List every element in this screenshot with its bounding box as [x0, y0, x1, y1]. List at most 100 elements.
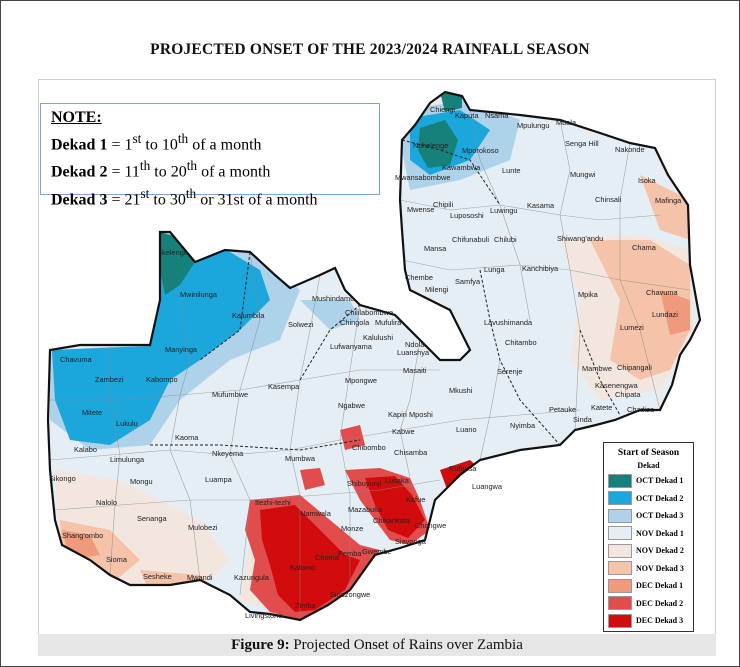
legend-swatch: [608, 473, 632, 488]
note-line-mid-sup: th: [185, 185, 197, 201]
note-line-mid: to 20: [150, 163, 187, 181]
place-label: Chikankata: [373, 516, 411, 525]
place-label: Shibuyunji: [347, 479, 381, 488]
note-line-label: Dekad 1: [51, 136, 108, 154]
place-label: Mporokoso: [462, 146, 499, 155]
note-box: NOTE: Dekad 1 = 1st to 10th of a month D…: [40, 103, 380, 208]
place-label: Nsama: [485, 111, 509, 120]
place-label: Mitete: [82, 408, 102, 417]
note-line-start-sup: st: [140, 185, 150, 201]
place-label: Nkeyema: [212, 449, 244, 458]
place-label: Samfya: [455, 277, 481, 286]
place-label: Nakonde: [615, 145, 645, 154]
place-label: Isoka: [638, 176, 657, 185]
place-label: Mpulungu: [517, 121, 549, 130]
note-line-mid-sup: th: [177, 131, 189, 146]
place-label: Livingstone: [245, 611, 282, 620]
place-label: Kaoma: [175, 433, 199, 442]
place-label: Milengi: [425, 285, 449, 294]
place-label: Mufulira: [375, 318, 402, 327]
note-line-tail: of a month: [197, 163, 271, 181]
legend-swatch: [608, 508, 632, 523]
note-line-dekad-1: Dekad 1 = 1st to 10th of a month: [51, 128, 379, 155]
place-label: Nchelenge: [413, 141, 448, 150]
place-label: Mwansabombwe: [395, 173, 450, 182]
note-line-dekad-3: Dekad 3 = 21st to 30th or 31st of a mont…: [51, 183, 379, 210]
note-line-mid-sup: th: [186, 158, 198, 174]
place-label: Sikongo: [49, 474, 76, 483]
place-label: Sinda: [573, 415, 593, 424]
place-label: Kasama: [527, 201, 555, 210]
legend-item: DEC Dekad 1: [604, 577, 693, 595]
place-label: Kasenengwa: [595, 381, 639, 390]
place-label: Sesheke: [143, 572, 172, 581]
place-label: Choma: [315, 553, 340, 562]
place-label: Lukulu: [116, 419, 138, 428]
place-label: Senga Hill: [565, 139, 599, 148]
place-label: Chililabombwe: [345, 308, 393, 317]
place-label: Mwense: [407, 205, 435, 214]
note-line-start: 11: [124, 163, 140, 181]
legend-label: OCT Dekad 2: [636, 493, 684, 503]
place-label: Mafinga: [655, 196, 682, 205]
place-label: Kasempa: [268, 382, 300, 391]
place-label: Shiwang'andu: [557, 234, 603, 243]
place-label: Senanga: [137, 514, 167, 523]
legend-swatch: [608, 613, 632, 628]
figure-caption: Figure 9: Projected Onset of Rains over …: [38, 634, 716, 656]
place-label: Monze: [341, 524, 363, 533]
place-label: Mumbwa: [285, 454, 316, 463]
note-line-start-sup: st: [132, 131, 142, 146]
page-title: PROJECTED ONSET OF THE 2023/2024 RAINFAL…: [150, 41, 590, 58]
place-label: Chavuma: [646, 288, 679, 297]
legend-item: NOV Dekad 2: [604, 542, 693, 560]
place-label: Itezhi-tezhi: [255, 498, 291, 507]
note-line-start-sup: th: [139, 158, 151, 174]
note-line-mid: to 30: [149, 190, 186, 208]
place-label: Chibombo: [352, 443, 386, 452]
place-label: Nyimba: [510, 421, 536, 430]
legend-swatch: [608, 526, 632, 541]
place-label: Siavonga: [395, 537, 427, 546]
place-label: Ikelenge: [160, 248, 188, 257]
place-label: Lunte: [502, 166, 521, 175]
place-label: Kalulushi: [363, 333, 393, 342]
place-label: Kaputa: [455, 111, 479, 120]
place-label: Katete: [591, 403, 612, 412]
place-label: Chiengi: [430, 105, 455, 114]
place-label: Chongwe: [415, 521, 446, 530]
place-label: Chipata: [615, 390, 641, 399]
place-label: Mushindamo: [312, 294, 354, 303]
note-line-label: Dekad 3: [51, 190, 108, 208]
note-heading: NOTE:: [51, 109, 102, 126]
place-label: Chifunabuli: [452, 235, 489, 244]
note-line-eq: =: [107, 190, 125, 208]
place-label: Lavushimanda: [484, 318, 533, 327]
place-label: Chingola: [340, 318, 370, 327]
legend-item: DEC Dekad 3: [604, 612, 693, 630]
place-label: Chinsali: [595, 195, 622, 204]
legend-title: Start of Season: [617, 448, 680, 458]
legend-label: OCT Dekad 3: [636, 511, 684, 521]
legend-subtitle: Dekad: [637, 461, 660, 470]
place-label: Solwezi: [288, 320, 314, 329]
note-line-label: Dekad 2: [51, 163, 108, 181]
legend-label: DEC Dekad 3: [636, 616, 684, 626]
note-line-mid: to 10: [141, 136, 178, 154]
place-label: Ndola: [405, 340, 425, 349]
place-label: Mbala: [556, 118, 577, 127]
place-label: Kapiri Mposhi: [388, 410, 433, 419]
note-line-start: 1: [124, 136, 133, 154]
place-label: Manyinga: [165, 345, 198, 354]
place-label: Chama: [632, 243, 657, 252]
place-label: Luanshya: [397, 348, 430, 357]
place-label: Luangwa: [472, 482, 503, 491]
place-label: Mulobezi: [188, 523, 218, 532]
place-label: Chadiza: [627, 405, 655, 414]
legend-item: NOV Dekad 3: [604, 560, 693, 578]
place-label: Kafue: [406, 495, 425, 504]
place-label: Masaiti: [403, 366, 427, 375]
legend-label: NOV Dekad 3: [636, 563, 684, 573]
place-label: Chisamba: [394, 448, 428, 457]
legend-swatch: [608, 561, 632, 576]
